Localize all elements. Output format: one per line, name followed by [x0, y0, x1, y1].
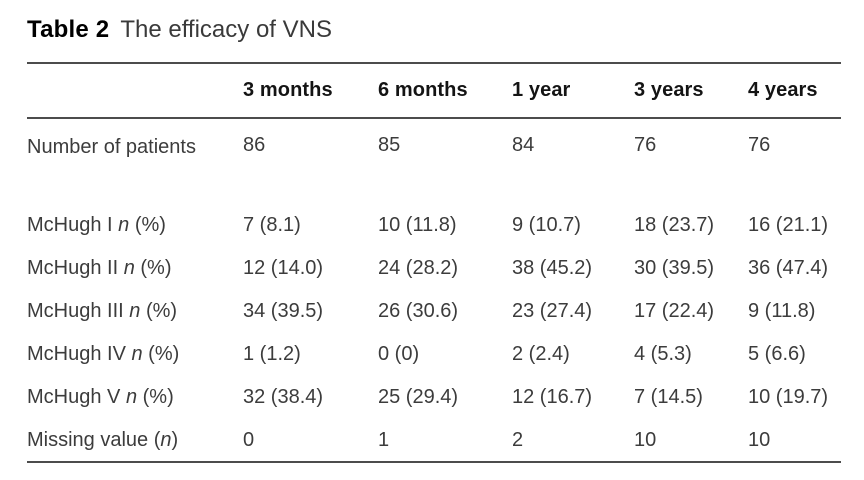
- row-label-italic-n: n: [131, 343, 143, 365]
- cell: 2: [512, 428, 524, 451]
- cell: 10: [748, 428, 771, 451]
- cell: 24 (28.2): [378, 257, 459, 279]
- row-label-italic-n: n: [118, 214, 130, 236]
- row-label: McHugh V n (%): [27, 376, 243, 419]
- row-label-suffix: (%): [129, 214, 166, 236]
- table-row-mchugh-4: McHugh IV n (%) 1 (1.2) 0 (0) 2 (2.4) 4 …: [27, 333, 841, 376]
- column-header-blank: [27, 63, 243, 118]
- cell: 10: [634, 428, 657, 451]
- column-header-4-years: 4 years: [748, 79, 818, 101]
- cell: 9 (10.7): [512, 214, 581, 236]
- row-label-suffix: (%): [137, 386, 174, 408]
- cell: 7 (14.5): [634, 386, 703, 408]
- table-header-row: 3 months 6 months 1 year 3 years 4 years: [27, 63, 841, 118]
- row-label-italic-n: n: [125, 386, 138, 408]
- cell: 76: [748, 134, 771, 156]
- table-title: Table 2 The efficacy of VNS: [27, 13, 841, 46]
- cell: 17 (22.4): [634, 300, 715, 322]
- table-row-mchugh-5: McHugh V n (%) 32 (38.4) 25 (29.4) 12 (1…: [27, 376, 841, 419]
- row-label-italic-n: n: [123, 257, 135, 279]
- column-header-3-years: 3 years: [634, 79, 704, 101]
- cell: 5 (6.6): [748, 343, 806, 365]
- cell: 84: [512, 134, 535, 156]
- row-label-suffix: (%): [140, 300, 178, 322]
- cell: 0: [243, 428, 255, 451]
- row-label-text: McHugh III n (%): [27, 298, 177, 325]
- cell: 86: [243, 134, 266, 156]
- row-label-text: McHugh IV n (%): [27, 341, 179, 368]
- table-row-mchugh-1: McHugh I n (%) 7 (8.1) 10 (11.8) 9 (10.7…: [27, 204, 841, 247]
- row-label-prefix: McHugh I: [27, 214, 119, 236]
- column-header-3-months: 3 months: [243, 79, 333, 101]
- table-row-number-of-patients: Number of patients 86 85 84 76 76: [27, 118, 841, 204]
- row-label: McHugh III n (%): [27, 290, 243, 333]
- table-number: Table 2: [27, 16, 110, 43]
- cell: 12 (14.0): [243, 257, 324, 279]
- row-label: McHugh I n (%): [27, 204, 243, 247]
- row-label-suffix: (%): [142, 343, 180, 365]
- row-label: McHugh IV n (%): [27, 333, 243, 376]
- cell: 18 (23.7): [634, 214, 715, 236]
- row-label-suffix: ): [171, 428, 179, 451]
- table-row-mchugh-3: McHugh III n (%) 34 (39.5) 26 (30.6) 23 …: [27, 290, 841, 333]
- cell: 26 (30.6): [378, 300, 459, 322]
- cell: 36 (47.4): [748, 257, 829, 279]
- cell: 85: [378, 134, 401, 156]
- row-label-italic-n: n: [129, 300, 141, 322]
- row-label: Number of patients: [27, 118, 243, 204]
- cell: 76: [634, 134, 657, 156]
- column-header-6-months: 6 months: [378, 79, 468, 101]
- row-label-prefix: McHugh V: [27, 386, 126, 408]
- cell: 30 (39.5): [634, 257, 715, 279]
- cell: 32 (38.4): [243, 386, 324, 408]
- row-label-italic-n: n: [160, 428, 172, 451]
- row-label-prefix: Missing value (: [27, 428, 161, 451]
- cell: 7 (8.1): [243, 214, 301, 236]
- row-label-prefix: McHugh II: [27, 257, 124, 279]
- cell: 9 (11.8): [748, 300, 816, 322]
- row-label-text: Missing value (n): [27, 427, 178, 454]
- cell: 12 (16.7): [512, 386, 593, 408]
- cell: 10 (11.8): [378, 214, 457, 236]
- table-row-missing-value: Missing value (n) 0 1 2 10 10: [27, 419, 841, 462]
- column-header-1-year: 1 year: [512, 79, 571, 101]
- cell: 23 (27.4): [512, 300, 593, 322]
- cell: 34 (39.5): [243, 300, 324, 322]
- row-label-text: McHugh V n (%): [27, 384, 174, 411]
- row-label-prefix: Number of patients: [27, 136, 196, 158]
- cell: 25 (29.4): [378, 386, 459, 408]
- cell: 2 (2.4): [512, 343, 570, 365]
- cell: 1: [378, 428, 390, 451]
- cell: 10 (19.7): [748, 386, 829, 408]
- row-label-prefix: McHugh IV: [27, 343, 132, 365]
- table-caption: The efficacy of VNS: [120, 16, 332, 43]
- row-label-text: McHugh II n (%): [27, 255, 172, 282]
- row-label-prefix: McHugh III: [27, 300, 130, 322]
- row-label-text: Number of patients: [27, 134, 196, 161]
- cell: 0 (0): [378, 343, 420, 365]
- cell: 16 (21.1): [748, 214, 829, 236]
- cell: 4 (5.3): [634, 343, 692, 365]
- table-row-mchugh-2: McHugh II n (%) 12 (14.0) 24 (28.2) 38 (…: [27, 247, 841, 290]
- row-label: Missing value (n): [27, 419, 243, 462]
- row-label-text: McHugh I n (%): [27, 212, 166, 239]
- row-label: McHugh II n (%): [27, 247, 243, 290]
- row-label-suffix: (%): [134, 257, 172, 279]
- cell: 38 (45.2): [512, 257, 593, 279]
- efficacy-table: 3 months 6 months 1 year 3 years 4 years…: [27, 62, 841, 463]
- cell: 1 (1.2): [243, 343, 301, 365]
